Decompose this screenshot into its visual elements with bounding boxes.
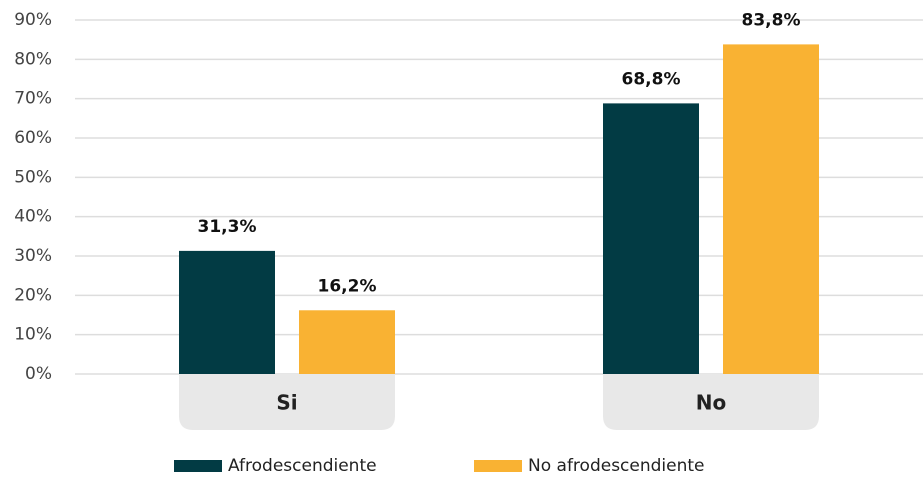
legend-swatch	[474, 460, 522, 472]
x-tick-label: Si	[276, 391, 297, 415]
category-box	[179, 374, 395, 430]
value-label: 16,2%	[318, 276, 377, 296]
legend-swatch	[174, 460, 222, 472]
y-tick-label: 10%	[14, 325, 52, 345]
y-tick-label: 80%	[14, 49, 52, 69]
value-label: 31,3%	[198, 217, 257, 237]
bar	[179, 250, 275, 374]
value-label: 68,8%	[622, 69, 681, 89]
bar	[723, 44, 819, 375]
y-tick-label: 30%	[14, 246, 52, 266]
legend-label: Afrodescendiente	[228, 456, 377, 476]
y-tick-label: 70%	[14, 89, 52, 109]
y-tick-label: 50%	[14, 167, 52, 187]
y-tick-label: 90%	[14, 10, 52, 30]
legend-label: No afrodescendiente	[528, 456, 705, 476]
category-box	[603, 374, 819, 430]
y-tick-label: 0%	[25, 364, 52, 384]
y-tick-label: 40%	[14, 207, 52, 227]
x-tick-label: No	[696, 391, 726, 415]
y-tick-label: 60%	[14, 128, 52, 148]
value-label: 83,8%	[742, 10, 801, 30]
y-tick-label: 20%	[14, 285, 52, 305]
bar	[603, 103, 699, 375]
bar	[299, 310, 395, 374]
